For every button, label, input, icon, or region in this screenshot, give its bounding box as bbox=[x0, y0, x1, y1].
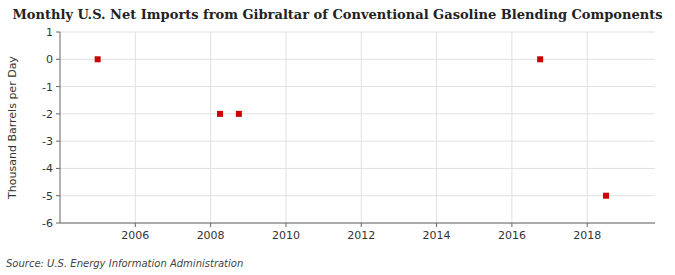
y-tick bbox=[56, 195, 60, 196]
x-tick bbox=[285, 223, 286, 227]
x-tick-label: 2006 bbox=[121, 229, 149, 242]
x-tick-label: 2012 bbox=[347, 229, 375, 242]
grid-line-x bbox=[285, 32, 286, 223]
point bbox=[95, 56, 101, 62]
y-tick-label: -4 bbox=[42, 162, 53, 175]
point bbox=[217, 111, 223, 117]
grid-line-y bbox=[60, 195, 655, 196]
y-tick bbox=[56, 59, 60, 60]
grid-line-x bbox=[135, 32, 136, 223]
grid-line-y bbox=[60, 32, 655, 33]
y-tick bbox=[56, 223, 60, 224]
y-tick-label: -3 bbox=[42, 135, 53, 148]
x-axis-line bbox=[60, 223, 655, 224]
point bbox=[537, 56, 543, 62]
grid-line-y bbox=[60, 223, 655, 224]
grid bbox=[60, 32, 655, 223]
source-note: Source: U.S. Energy Information Administ… bbox=[6, 258, 243, 269]
chart-container: 2006 2008 2010 2012 2014 2016 2018 1 0 -1 -2 -3 -4 -5… bbox=[0, 0, 675, 275]
chart-svg: 2006 2008 2010 2012 2014 2016 2018 1 0 -1 -2 -3 -4 -5… bbox=[0, 0, 675, 275]
x-tick-label: 2018 bbox=[573, 229, 601, 242]
x-tick-label: 2008 bbox=[197, 229, 225, 242]
y-tick-label: -6 bbox=[42, 217, 53, 230]
grid-line-y bbox=[60, 86, 655, 87]
y-tick-label: -1 bbox=[42, 81, 53, 94]
y-tick-label: -5 bbox=[42, 190, 53, 203]
point bbox=[236, 111, 242, 117]
x-tick-label: 2016 bbox=[498, 229, 526, 242]
y-axis-label: Thousand Barrels per Day bbox=[6, 56, 19, 200]
chart-title: Monthly U.S. Net Imports from Gibraltar … bbox=[12, 7, 662, 22]
grid-line-y bbox=[60, 59, 655, 60]
grid-line-y bbox=[60, 141, 655, 142]
grid-line-y bbox=[60, 113, 655, 114]
grid-line-x bbox=[436, 32, 437, 223]
y-tick-label: 1 bbox=[46, 26, 53, 39]
y-tick-label: -2 bbox=[42, 108, 53, 121]
point bbox=[603, 193, 609, 199]
y-tick bbox=[56, 168, 60, 169]
x-tick-label: 2010 bbox=[272, 229, 300, 242]
x-tick bbox=[436, 223, 437, 227]
x-tick bbox=[511, 223, 512, 227]
y-axis-line bbox=[60, 32, 61, 223]
grid-line-y bbox=[60, 168, 655, 169]
x-tick-label: 2014 bbox=[423, 229, 451, 242]
y-tick bbox=[56, 141, 60, 142]
x-tick bbox=[587, 223, 588, 227]
grid-line-x bbox=[587, 32, 588, 223]
y-tick bbox=[56, 113, 60, 114]
points bbox=[95, 56, 609, 198]
grid-line-x bbox=[361, 32, 362, 223]
y-tick bbox=[56, 86, 60, 87]
x-tick bbox=[210, 223, 211, 227]
x-tick bbox=[135, 223, 136, 227]
axes: 2006 2008 2010 2012 2014 2016 2018 1 0 -1 -2 -3 -4 -5… bbox=[42, 26, 655, 242]
grid-line-x bbox=[511, 32, 512, 223]
y-tick bbox=[56, 32, 60, 33]
grid-line-x bbox=[210, 32, 211, 223]
y-tick-label: 0 bbox=[46, 53, 53, 66]
x-tick bbox=[361, 223, 362, 227]
